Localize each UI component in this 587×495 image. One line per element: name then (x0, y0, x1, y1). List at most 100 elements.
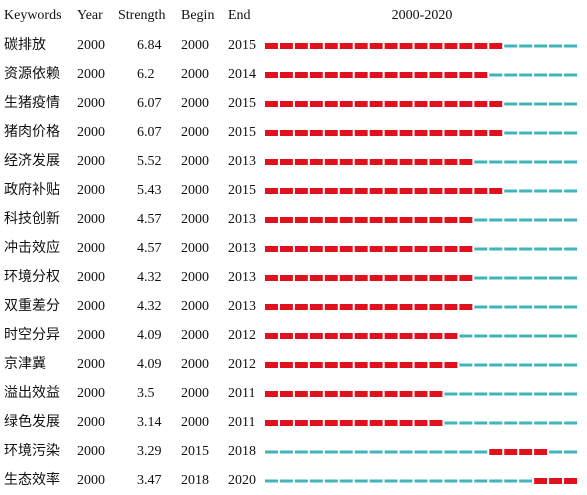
timeline-segment (564, 73, 577, 77)
timeline-segment (519, 247, 533, 251)
timeline-segment (519, 160, 533, 164)
burst-segment (489, 449, 503, 455)
burst-segment (265, 130, 278, 136)
timeline-segment (504, 189, 518, 193)
burst-segment (339, 43, 353, 49)
burst-segment (339, 362, 353, 368)
cell: 5.52 (137, 154, 162, 169)
burst-segment (279, 101, 293, 107)
burst-segment (354, 101, 368, 107)
burst-segment (489, 43, 503, 49)
burst-segment (444, 246, 458, 252)
burst-segment (309, 188, 323, 194)
timeline-segment (519, 479, 533, 483)
burst-segment (414, 43, 428, 49)
column-header: End (228, 8, 251, 23)
burst-segment (429, 101, 443, 107)
cell: 2015 (228, 125, 256, 140)
burst-segment (369, 101, 383, 107)
timeline-segment (294, 479, 308, 483)
timeline-segment (474, 334, 488, 338)
burst-segment (309, 420, 323, 426)
burst-segment (279, 420, 293, 426)
burst-segment (309, 333, 323, 339)
cell: 2000 (181, 415, 209, 430)
timeline-segment (414, 479, 428, 483)
burst-segment (294, 333, 308, 339)
cell: 4.32 (137, 299, 162, 314)
burst-segment (294, 304, 308, 310)
burst-segment (279, 275, 293, 281)
keyword: 科技创新 (4, 211, 60, 227)
burst-segment (339, 159, 353, 165)
burst-segment (265, 246, 278, 252)
timeline-segment (324, 450, 338, 454)
cell: 2000 (181, 125, 209, 140)
burst-segment (444, 72, 458, 78)
timeline-segment (549, 131, 563, 135)
cell: 2000 (77, 154, 105, 169)
cell: 6.07 (137, 96, 162, 111)
burst-segment (369, 304, 383, 310)
burst-segment (369, 246, 383, 252)
timeline-segment (504, 102, 518, 106)
timeline-segment (534, 276, 548, 280)
timeline-segment (489, 392, 503, 396)
timeline-segment (564, 305, 577, 309)
timeline-segment (444, 479, 458, 483)
burst-segment (265, 304, 278, 310)
cell: 2000 (77, 270, 105, 285)
timeline-segment (474, 363, 488, 367)
cell: 2000 (77, 415, 105, 430)
timeline-segment (534, 305, 548, 309)
timeline-segment (519, 218, 533, 222)
burst-segment (459, 43, 473, 49)
timeline-segment (549, 450, 563, 454)
burst-segment (414, 217, 428, 223)
timeline-segment (444, 421, 458, 425)
cell: 2000 (181, 212, 209, 227)
burst-segment (324, 275, 338, 281)
burst-segment (309, 72, 323, 78)
burst-segment (369, 43, 383, 49)
timeline-segment (504, 479, 518, 483)
burst-segment (265, 72, 278, 78)
timeline-segment (564, 334, 577, 338)
cell: 2000 (181, 67, 209, 82)
burst-segment (354, 275, 368, 281)
cell: 2015 (181, 444, 209, 459)
cell: 2018 (181, 473, 209, 488)
cell: 2018 (228, 444, 256, 459)
keyword: 时空分异 (4, 327, 60, 343)
column-header: Year (77, 8, 103, 23)
burst-segment (474, 43, 488, 49)
burst-segment (399, 101, 413, 107)
burst-segment (414, 391, 428, 397)
burst-segment (489, 130, 503, 136)
timeline-segment (474, 160, 488, 164)
burst-segment (489, 101, 503, 107)
burst-segment (399, 188, 413, 194)
burst-segment (444, 362, 458, 368)
timeline-segment (504, 305, 518, 309)
burst-segment (294, 217, 308, 223)
keyword: 京津冀 (4, 356, 46, 372)
timeline-segment (504, 392, 518, 396)
timeline-segment (534, 247, 548, 251)
timeline-segment (474, 450, 488, 454)
burst-segment (324, 217, 338, 223)
burst-segment (384, 130, 398, 136)
burst-segment (429, 217, 443, 223)
timeline-segment (459, 421, 473, 425)
burst-segment (294, 72, 308, 78)
timeline-segment (354, 450, 368, 454)
timeline-segment (504, 160, 518, 164)
timeline-segment (504, 363, 518, 367)
cell: 3.5 (137, 386, 155, 401)
timeline-segment (489, 160, 503, 164)
timeline-segment (564, 160, 577, 164)
keyword: 环境分权 (4, 269, 60, 285)
burst-segment (384, 159, 398, 165)
burst-segment (354, 304, 368, 310)
timeline-segment (534, 363, 548, 367)
